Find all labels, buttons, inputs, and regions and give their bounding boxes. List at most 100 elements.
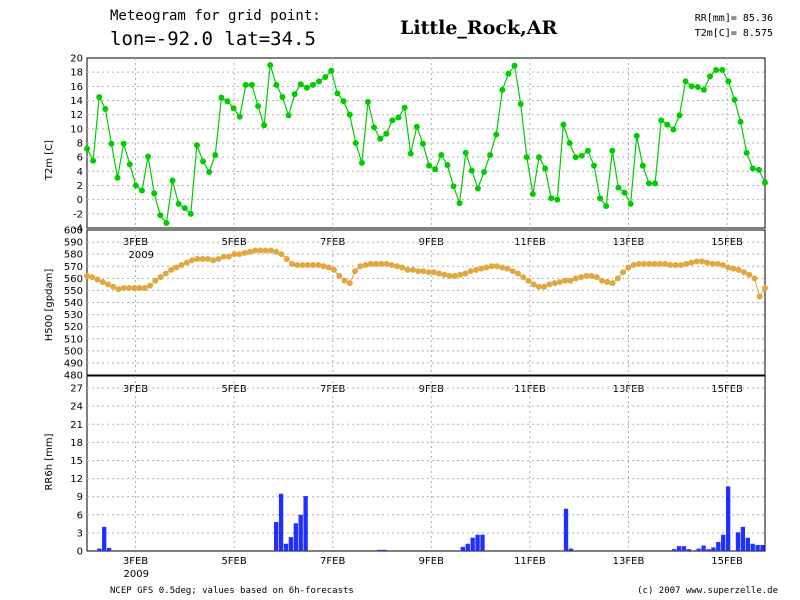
y-tick-label: 18: [70, 438, 83, 449]
rr-bar: [701, 545, 706, 551]
h500-point: [283, 256, 290, 262]
t2m-point: [187, 210, 194, 217]
title-line1: Meteogram for grid point:: [110, 8, 321, 24]
t2m-point: [206, 169, 213, 176]
h500-point: [735, 266, 742, 273]
rr-bar: [706, 549, 711, 551]
h500-point: [746, 271, 753, 278]
t2m-point: [670, 126, 677, 133]
rr-bar: [681, 546, 687, 551]
h500-point: [131, 285, 138, 291]
h500-point: [241, 249, 248, 256]
t2m-point: [676, 112, 683, 119]
t2m-point: [762, 179, 768, 186]
h500-point: [304, 262, 311, 269]
t2m-point: [193, 142, 200, 149]
t2m-point: [621, 189, 628, 196]
h500-point: [536, 283, 542, 290]
h500-point: [178, 262, 185, 269]
h500-point: [583, 272, 590, 279]
t2m-point: [548, 195, 555, 202]
t2m-point: [645, 180, 652, 187]
x-tick-label: 9FEB: [419, 556, 444, 567]
t2m-point: [682, 78, 689, 85]
t2m-point: [529, 191, 536, 197]
t2m-point: [132, 182, 139, 189]
rr-bar: [303, 496, 308, 551]
h500-point: [646, 260, 653, 267]
rr-bar: [686, 549, 692, 551]
t2m-point: [120, 140, 127, 147]
x-tick-label: 13FEB: [613, 384, 645, 395]
h500-point: [714, 260, 721, 267]
t2m-point: [755, 166, 762, 173]
t2m-point: [328, 67, 335, 74]
h500-point: [215, 256, 222, 262]
h500-point: [299, 262, 306, 269]
h500-point: [126, 285, 133, 291]
h500-point: [740, 269, 747, 276]
y-tick-label: 580: [64, 250, 83, 261]
rr-bar: [278, 493, 284, 551]
h500-point: [730, 265, 737, 272]
location-title: Little_Rock,AR: [400, 17, 557, 39]
h500-point: [136, 285, 143, 291]
h500-point: [310, 262, 316, 269]
y-tick-label: 0: [77, 547, 83, 558]
h500-point: [84, 272, 90, 279]
t2m-point: [261, 122, 268, 129]
h500-point: [530, 281, 537, 288]
t2m-point: [487, 152, 494, 159]
h500-point: [441, 271, 448, 278]
t2m-point: [138, 187, 145, 194]
rr-bar: [382, 549, 387, 551]
h500-point: [725, 264, 732, 271]
y-tick-label: 550: [64, 286, 83, 297]
x-tick-label: 7FEB: [320, 556, 345, 567]
rr-bar: [288, 537, 294, 551]
y-tick-label: 540: [64, 298, 83, 309]
h500-point: [120, 285, 127, 291]
h500-point: [593, 274, 600, 281]
h500-point: [693, 258, 700, 265]
t2m-point: [175, 200, 182, 207]
t2m-point: [126, 161, 133, 168]
t2m-point: [694, 84, 701, 91]
t2m-point: [352, 140, 359, 146]
h500-point: [294, 262, 301, 269]
t2m-point: [481, 169, 488, 176]
t2m-point: [590, 162, 597, 169]
rr-bar: [568, 548, 574, 551]
y-tick-label: 27: [70, 384, 83, 395]
y-tick-label: 520: [64, 322, 83, 333]
h500-point: [488, 263, 495, 270]
t2m-point: [468, 167, 475, 174]
t2m-point: [322, 74, 329, 81]
h500-point: [99, 278, 106, 285]
t2m-point: [426, 162, 433, 169]
t2m-point: [707, 73, 714, 80]
t2m-point: [597, 195, 604, 202]
rr-bar: [273, 522, 279, 551]
h500-point: [199, 256, 206, 262]
t2m-point: [395, 114, 402, 121]
h500-point: [325, 264, 332, 271]
t2m-point: [310, 81, 316, 88]
t2m-point: [719, 67, 726, 74]
t2m-point: [499, 86, 506, 93]
h500-point: [614, 275, 621, 282]
rr-bar: [745, 537, 750, 551]
t2m-point: [407, 150, 414, 157]
t2m-point: [639, 162, 646, 169]
t2m-point: [603, 203, 610, 210]
x-tick-label: 5FEB: [221, 384, 246, 395]
h500-point: [394, 263, 401, 270]
t2m-point: [658, 117, 665, 124]
h500-point: [183, 259, 190, 266]
h500-point: [105, 281, 112, 288]
rr-bar: [106, 547, 112, 551]
rr-bar: [716, 541, 721, 551]
h500-point: [604, 278, 611, 285]
x-year-label: 2009: [129, 250, 154, 261]
